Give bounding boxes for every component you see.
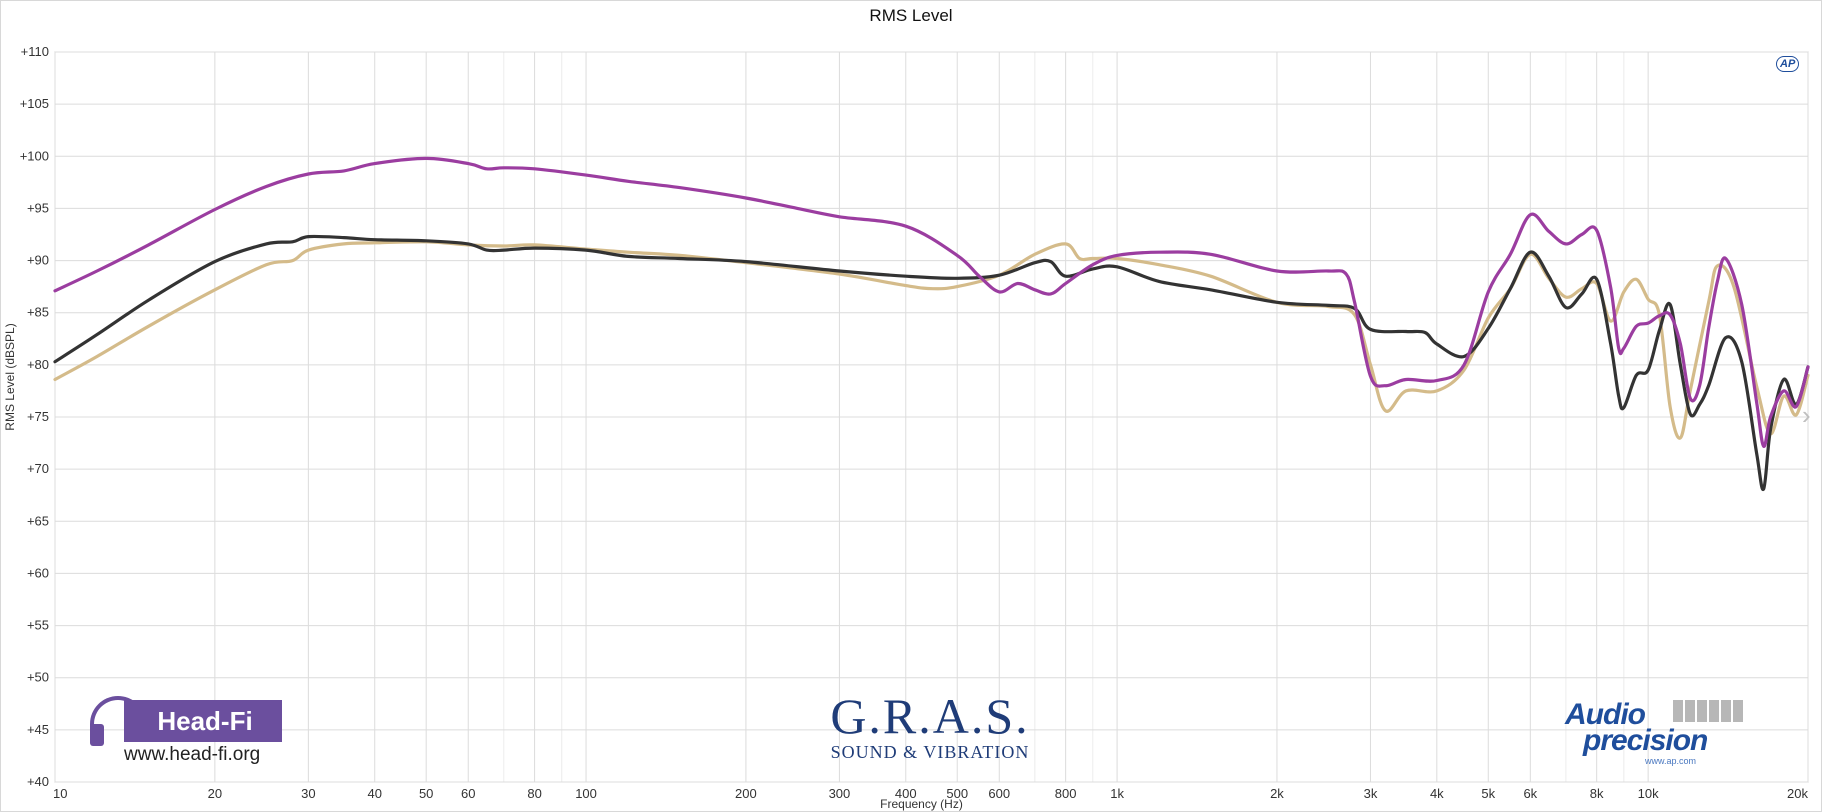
x-tick-label: 10k [1638, 786, 1659, 801]
y-tick-label: +110 [21, 44, 49, 59]
x-tick-label: 2k [1270, 786, 1284, 801]
x-tick-label: 300 [829, 786, 851, 801]
y-tick-label: +60 [27, 565, 49, 580]
y-tick-label: +80 [27, 357, 49, 372]
x-axis-label: Frequency (Hz) [880, 797, 963, 811]
head-fi-url: www.head-fi.org [124, 744, 261, 765]
gras-name: G.R.A.S. [830, 688, 1030, 744]
x-tick-label: 4k [1430, 786, 1444, 801]
x-tick-label: 80 [527, 786, 541, 801]
audio-precision-logo: Audio precision www.ap.com [1565, 698, 1745, 768]
x-tick-label: 800 [1055, 786, 1077, 801]
x-tick-label: 400 [895, 786, 917, 801]
gras-logo: G.R.A.S. SOUND & VIBRATION [820, 690, 1040, 768]
next-chevron-icon[interactable]: › [1802, 400, 1811, 430]
ap-bars-icon [1673, 700, 1745, 722]
x-tick-label: 1k [1110, 786, 1124, 801]
x-tick-label: 6k [1523, 786, 1537, 801]
y-tick-labels: +40 +45 +50 +55 +60 +65 +70 +75 +80 +85 +90 +95 +100… [20, 44, 49, 789]
y-tick-label: +65 [27, 513, 49, 528]
y-axis-label: RMS Level (dBSPL) [3, 323, 17, 430]
grid [54, 51, 1809, 783]
series-line-2 [53, 234, 1810, 491]
x-tick-label: 100 [575, 786, 597, 801]
x-tick-label: 60 [461, 786, 475, 801]
ap-corner-logo: AP [1776, 56, 1800, 72]
y-tick-label: +45 [27, 722, 49, 737]
head-fi-badge [124, 700, 282, 742]
x-tick-label: 20k [1787, 786, 1808, 801]
x-tick-label: 50 [419, 786, 433, 801]
x-tick-label: 500 [946, 786, 968, 801]
head-fi-name: Head-Fi [157, 706, 253, 736]
y-tick-label: +85 [27, 305, 49, 320]
y-tick-label: +95 [27, 200, 49, 215]
y-tick-label: +105 [20, 96, 49, 111]
ap-url: www.ap.com [1645, 756, 1697, 766]
series-lines [53, 156, 1810, 491]
chart-title: RMS Level [869, 6, 953, 25]
x-tick-label: 200 [735, 786, 757, 801]
series-line-3 [53, 156, 1810, 448]
y-tick-label: +40 [27, 774, 49, 789]
y-tick-label: +90 [27, 253, 49, 268]
x-tick-label: 3k [1364, 786, 1378, 801]
y-tick-label: +100 [20, 148, 49, 163]
x-tick-label: 5k [1481, 786, 1495, 801]
x-tick-label: 600 [988, 786, 1010, 801]
y-tick-label: +50 [27, 670, 49, 685]
y-tick-label: +75 [27, 409, 49, 424]
ap-precision-word: precision [1583, 724, 1708, 757]
x-tick-label: 30 [301, 786, 315, 801]
x-tick-label: 8k [1590, 786, 1604, 801]
x-tick-labels: 10 20 30 40 50 60 80 100 200 300 400 500 600 800 1k 2k 3… [53, 786, 1808, 801]
headphone-cup-icon [90, 724, 104, 746]
y-tick-label: +70 [27, 461, 49, 476]
x-tick-label: 20 [208, 786, 222, 801]
x-tick-label: 40 [367, 786, 381, 801]
head-fi-logo: Head-Fi www.head-fi.org [90, 696, 300, 765]
ap-audio-word: Audio [1565, 698, 1646, 731]
gras-subtitle: SOUND & VIBRATION [830, 742, 1030, 762]
x-tick-label: 10 [53, 786, 67, 801]
y-tick-label: +55 [27, 618, 49, 633]
